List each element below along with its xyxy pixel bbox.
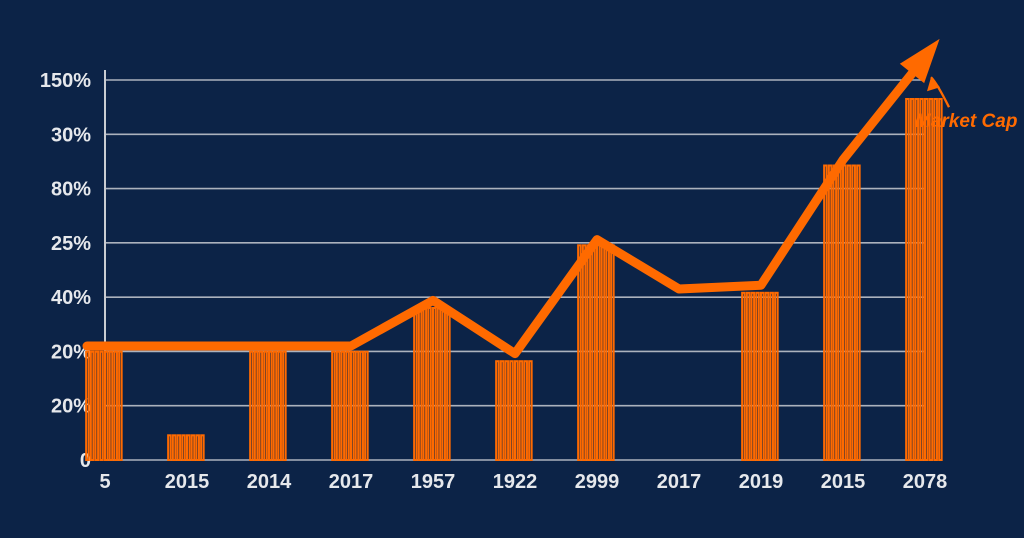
y-tick-label: 80% [51,179,91,201]
chart-canvas: 020%20%40%25%80%30%150%52015201420171957… [0,0,1024,538]
x-tick-label: 1922 [493,471,538,493]
x-tick-label: 2014 [247,471,292,493]
x-tick-label: 2078 [903,471,948,493]
y-tick-label: 150% [40,70,91,92]
y-tick-label: 40% [51,287,91,309]
x-tick-label: 2015 [165,471,210,493]
x-tick-label: 1957 [411,471,456,493]
x-tick-label: 2017 [657,471,702,493]
x-tick-label: 2015 [821,471,866,493]
x-tick-label: 5 [99,471,110,493]
x-tick-label: 2019 [739,471,784,493]
y-tick-label: 30% [51,124,91,146]
x-tick-label: 2999 [575,471,620,493]
x-tick-label: 2017 [329,471,374,493]
y-tick-label: 25% [51,233,91,255]
annotation-label: Market Cap [915,111,1017,132]
market-cap-chart: 020%20%40%25%80%30%150%52015201420171957… [0,0,1024,538]
